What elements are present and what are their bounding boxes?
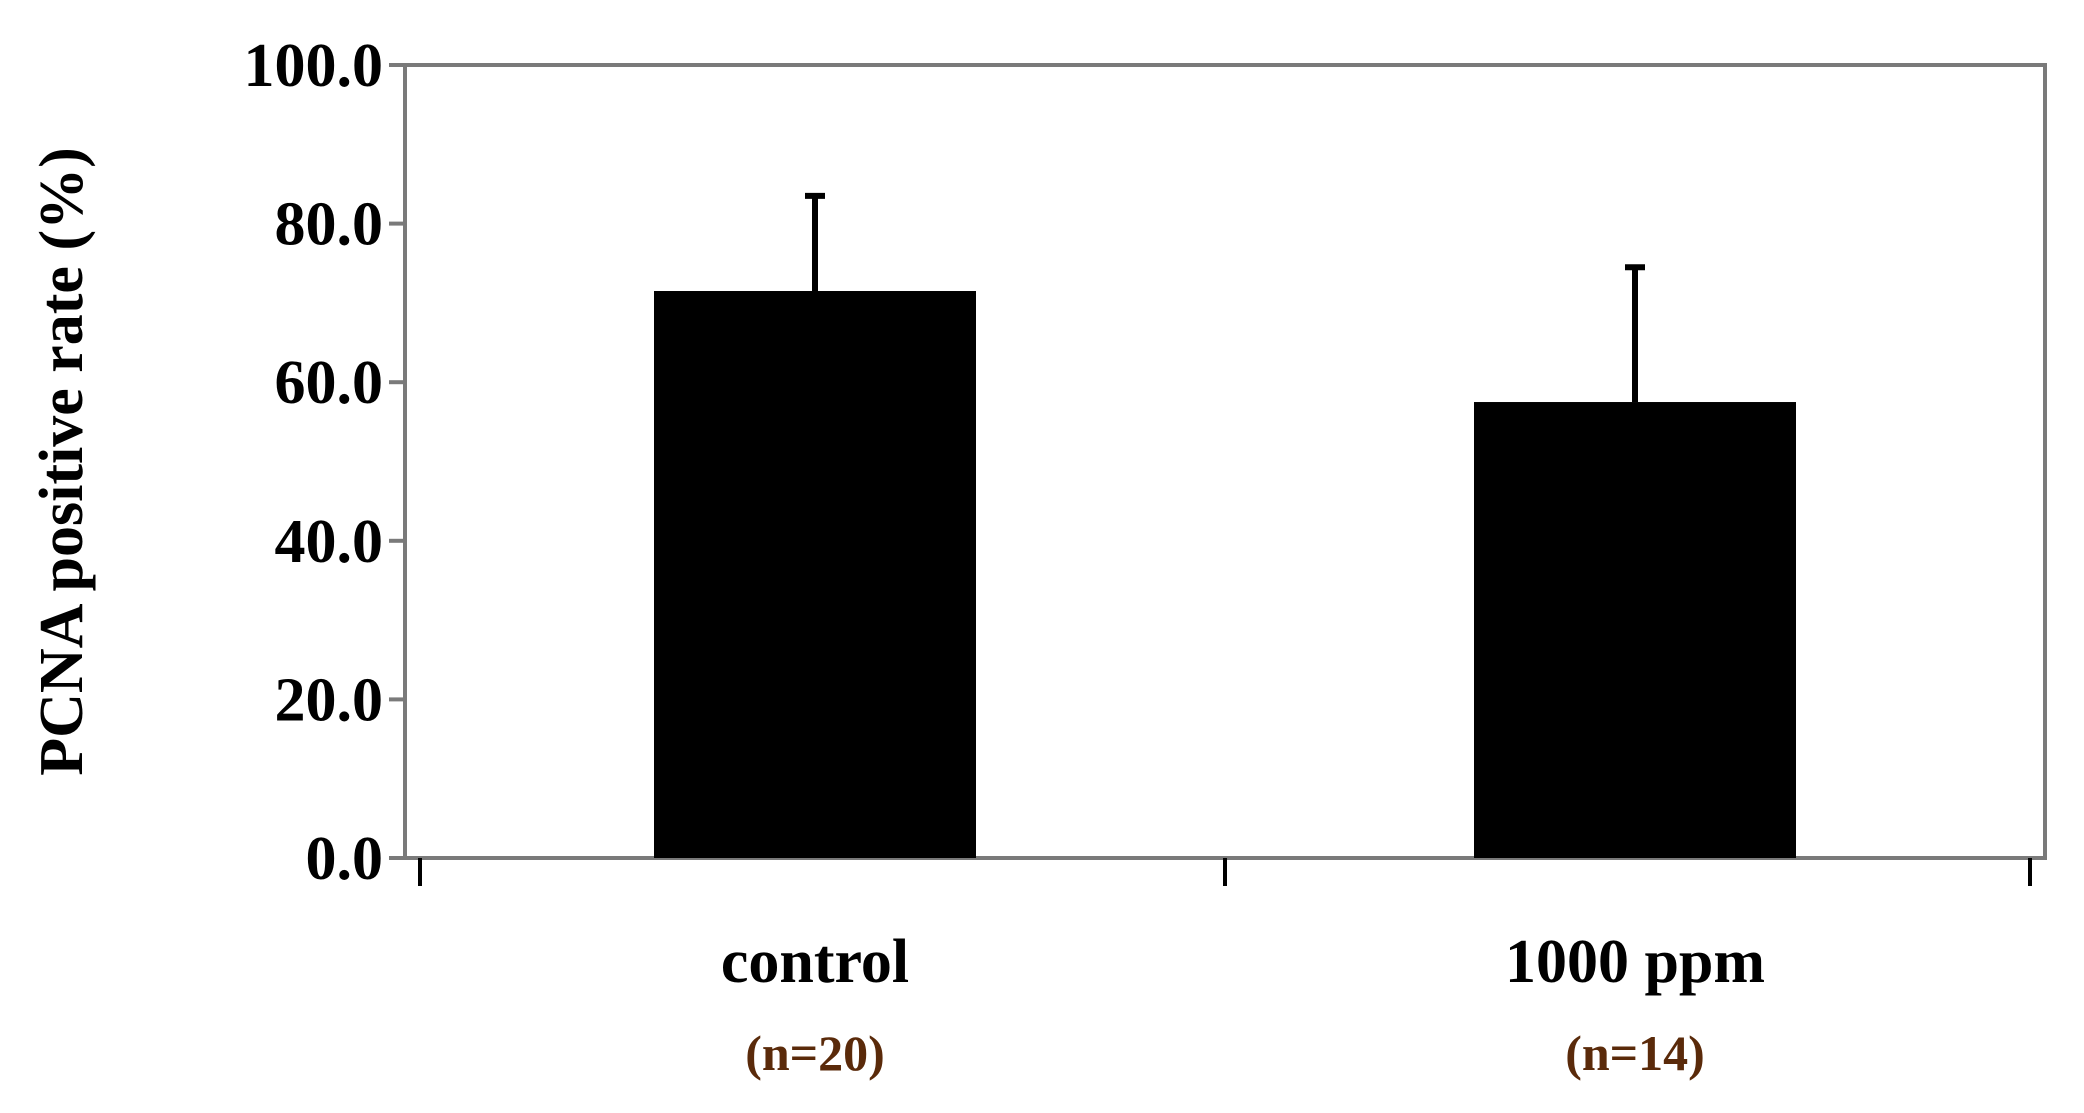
x-labels-group: control (n=20) 1000 ppm (n=14) [721, 928, 1765, 1081]
y-axis-label: PCNA positive rate (%) [28, 147, 96, 775]
plot-frame [403, 63, 2047, 860]
sample-size-label-1: (n=14) [1565, 1025, 1705, 1081]
y-axis: 0.0 20.0 40.0 60.0 80.0 100.0 [244, 32, 405, 893]
bar-1 [1474, 402, 1796, 858]
bar-0 [654, 291, 976, 858]
y-tick-label: 0.0 [306, 825, 384, 893]
error-bars-group [805, 192, 1645, 403]
x-axis [389, 856, 2045, 886]
category-label-1: 1000 ppm [1505, 928, 1765, 996]
category-label-0: control [721, 928, 909, 996]
y-tick-label: 60.0 [275, 349, 384, 417]
bars-group [654, 291, 1796, 858]
y-tick-label: 20.0 [275, 666, 384, 734]
y-tick-label: 80.0 [275, 191, 384, 259]
sample-size-label-0: (n=20) [745, 1025, 885, 1081]
y-tick-label: 40.0 [275, 508, 384, 576]
y-tick-label: 100.0 [244, 32, 384, 100]
